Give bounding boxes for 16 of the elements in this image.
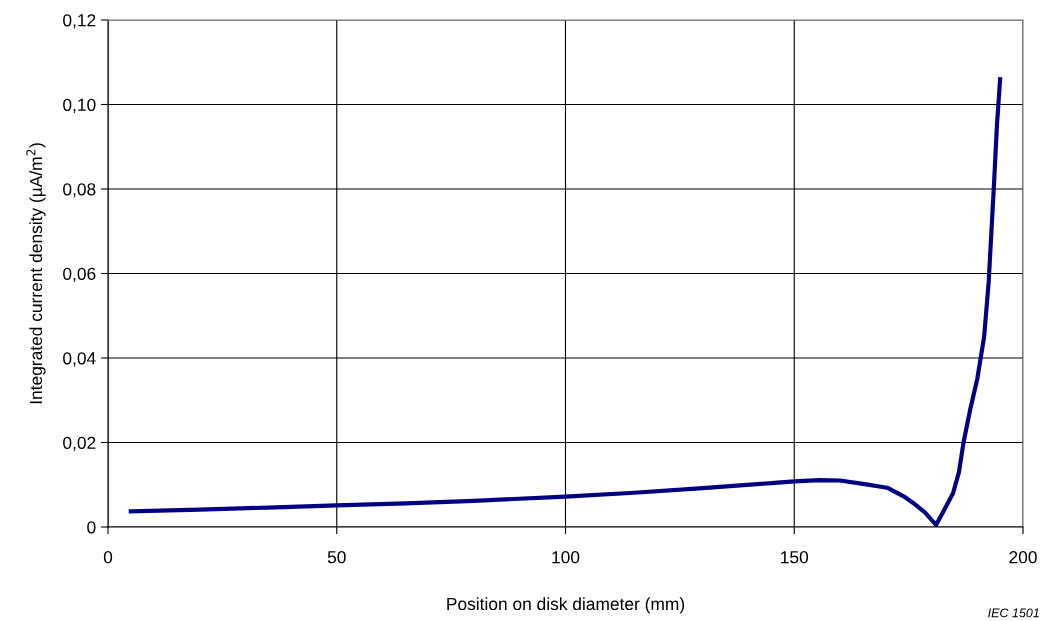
y-tick-label: 0,04 bbox=[63, 352, 96, 367]
x-tick-label: 200 bbox=[1009, 551, 1037, 564]
x-tick-label: 100 bbox=[552, 551, 580, 564]
x-tick-label: 0 bbox=[103, 551, 113, 564]
y-tick-label: 0 bbox=[87, 521, 96, 534]
x-tick-label: 50 bbox=[327, 551, 346, 564]
y-tick-label: 0,10 bbox=[63, 98, 96, 114]
y-tick-label: 0,02 bbox=[63, 436, 96, 452]
y-tick-label: 0,12 bbox=[63, 14, 96, 29]
y-axis-title: Integrated current density (µA/m$^{2}$) bbox=[26, 143, 46, 404]
y-tick-label: 0,08 bbox=[63, 183, 96, 198]
x-axis-title: Position on disk diameter (mm) bbox=[447, 597, 685, 614]
text: IEC 1501 bbox=[988, 608, 1039, 618]
x-tick-label: 150 bbox=[781, 551, 809, 564]
y-tick-label: 0,06 bbox=[63, 267, 96, 283]
line-series bbox=[128, 77, 1003, 527]
